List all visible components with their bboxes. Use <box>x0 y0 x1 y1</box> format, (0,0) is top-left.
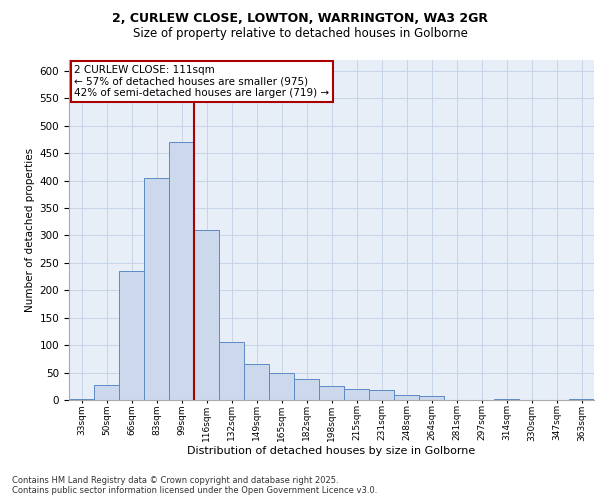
Bar <box>144 178 169 400</box>
X-axis label: Distribution of detached houses by size in Golborne: Distribution of detached houses by size … <box>187 446 476 456</box>
Bar <box>69 399 94 400</box>
Bar <box>294 379 319 400</box>
Bar <box>344 389 369 400</box>
Text: Size of property relative to detached houses in Golborne: Size of property relative to detached ho… <box>133 28 467 40</box>
Bar <box>394 394 419 400</box>
Bar <box>169 142 194 400</box>
Bar <box>219 342 244 400</box>
Bar <box>244 364 269 400</box>
Text: 2, CURLEW CLOSE, LOWTON, WARRINGTON, WA3 2GR: 2, CURLEW CLOSE, LOWTON, WARRINGTON, WA3… <box>112 12 488 26</box>
Bar <box>194 230 219 400</box>
Text: Contains HM Land Registry data © Crown copyright and database right 2025.
Contai: Contains HM Land Registry data © Crown c… <box>12 476 377 495</box>
Bar <box>369 390 394 400</box>
Y-axis label: Number of detached properties: Number of detached properties <box>25 148 35 312</box>
Bar <box>419 396 444 400</box>
Text: 2 CURLEW CLOSE: 111sqm
← 57% of detached houses are smaller (975)
42% of semi-de: 2 CURLEW CLOSE: 111sqm ← 57% of detached… <box>74 65 329 98</box>
Bar <box>319 386 344 400</box>
Bar <box>119 271 144 400</box>
Bar <box>94 384 119 400</box>
Bar <box>269 372 294 400</box>
Bar <box>494 399 519 400</box>
